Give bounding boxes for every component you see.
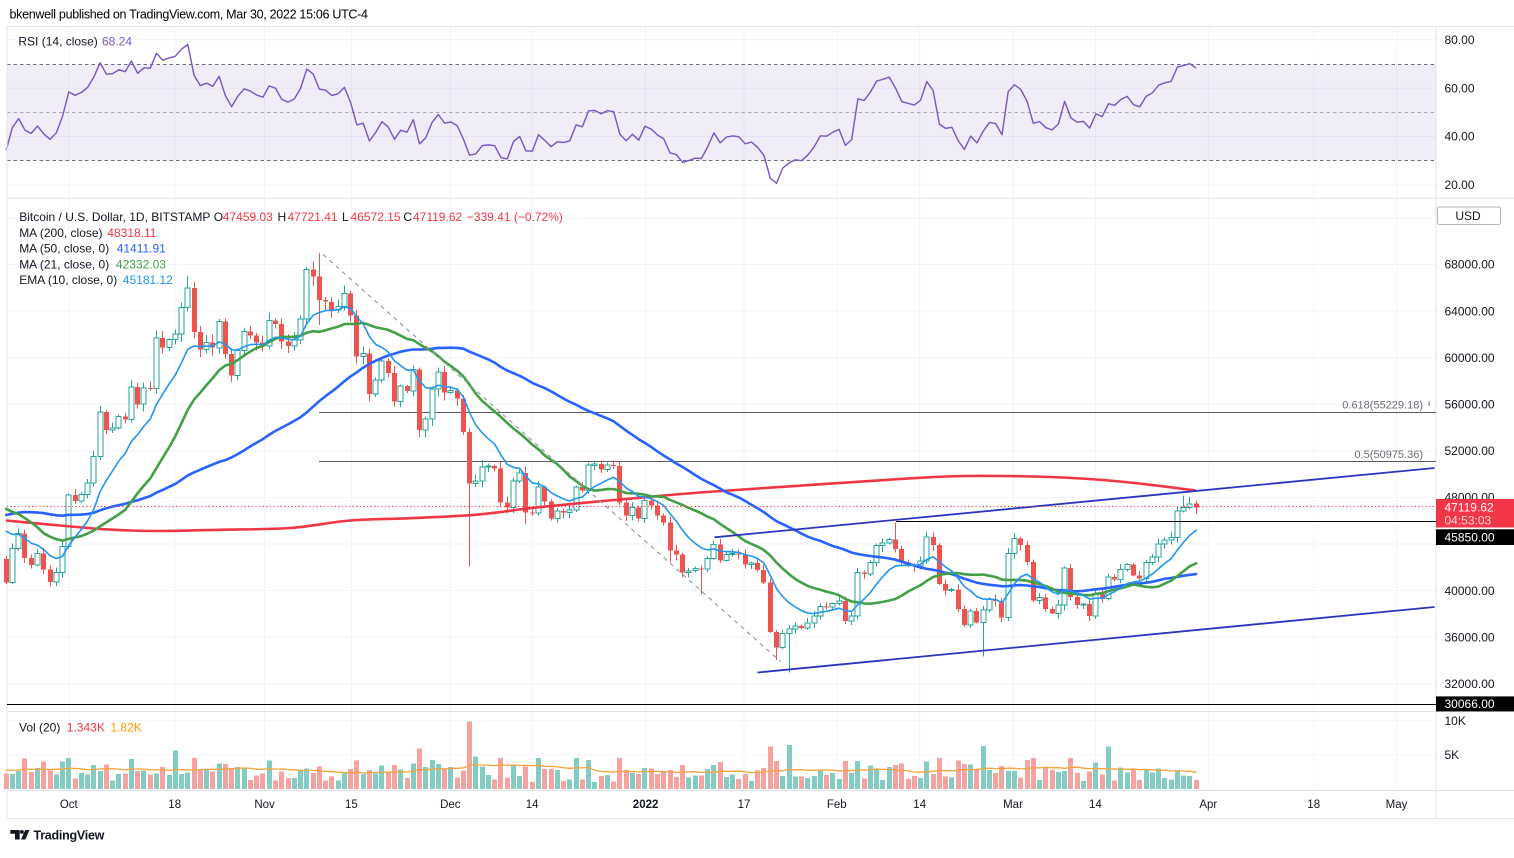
svg-text:Oct: Oct xyxy=(60,799,79,811)
svg-text:C: C xyxy=(403,210,412,224)
svg-text:47119.62: 47119.62 xyxy=(1445,501,1494,515)
svg-text:52000.00: 52000.00 xyxy=(1445,444,1495,458)
svg-text:Nov: Nov xyxy=(254,799,275,811)
svg-text:41411.91: 41411.91 xyxy=(117,242,166,256)
svg-text:20.00: 20.00 xyxy=(1445,178,1475,192)
svg-text:Bitcoin / U.S. Dollar, 1D, BIT: Bitcoin / U.S. Dollar, 1D, BITSTAMP xyxy=(19,210,210,224)
svg-text:40000.00: 40000.00 xyxy=(1445,584,1495,598)
svg-text:45850.00: 45850.00 xyxy=(1445,530,1495,544)
svg-text:18: 18 xyxy=(1307,799,1320,811)
svg-text:48318.11: 48318.11 xyxy=(107,226,156,240)
svg-text:O: O xyxy=(214,210,223,224)
svg-text:36000.00: 36000.00 xyxy=(1445,630,1495,644)
svg-text:47721.41: 47721.41 xyxy=(288,210,338,224)
svg-text:47459.03: 47459.03 xyxy=(223,210,273,224)
svg-text:May: May xyxy=(1386,799,1408,811)
svg-text:2022: 2022 xyxy=(633,799,659,811)
svg-text:14: 14 xyxy=(526,799,539,811)
svg-text:30066.00: 30066.00 xyxy=(1445,697,1495,711)
svg-text:60000.00: 60000.00 xyxy=(1445,351,1495,365)
svg-text:Mar: Mar xyxy=(1003,799,1023,811)
svg-text:RSI (14, close): RSI (14, close) xyxy=(18,35,97,49)
svg-text:68000.00: 68000.00 xyxy=(1445,258,1495,272)
svg-text:80.00: 80.00 xyxy=(1445,33,1475,47)
svg-text:MA (200, close): MA (200, close) xyxy=(19,226,102,240)
svg-text:L: L xyxy=(342,210,349,224)
svg-text:0.5(50975.36): 0.5(50975.36) xyxy=(1355,449,1424,461)
svg-text:bkenwell published on TradingV: bkenwell published on TradingView.com, M… xyxy=(10,8,369,22)
svg-text:32000.00: 32000.00 xyxy=(1445,677,1495,691)
svg-text:1.343K: 1.343K xyxy=(67,721,105,735)
svg-text:14: 14 xyxy=(1089,799,1102,811)
svg-text:56000.00: 56000.00 xyxy=(1445,397,1495,411)
svg-text:40.00: 40.00 xyxy=(1445,130,1475,144)
svg-text:H: H xyxy=(278,210,287,224)
svg-text:17: 17 xyxy=(738,799,751,811)
svg-text:Feb: Feb xyxy=(827,799,847,811)
svg-text:MA (21, close, 0): MA (21, close, 0) xyxy=(19,257,109,271)
svg-text:Dec: Dec xyxy=(440,799,461,811)
svg-text:15: 15 xyxy=(345,799,358,811)
svg-text:TradingView: TradingView xyxy=(34,829,105,843)
svg-text:14: 14 xyxy=(913,799,926,811)
svg-text:Vol (20): Vol (20) xyxy=(19,721,60,735)
svg-text:42332.03: 42332.03 xyxy=(116,257,166,271)
svg-text:USD: USD xyxy=(1455,209,1481,223)
svg-text:18: 18 xyxy=(168,799,181,811)
svg-text:−339.41 (−0.72%): −339.41 (−0.72%) xyxy=(467,210,563,224)
svg-text:64000.00: 64000.00 xyxy=(1445,304,1495,318)
svg-text:47119.62: 47119.62 xyxy=(413,210,462,224)
svg-text:04:53:03: 04:53:03 xyxy=(1445,514,1492,528)
svg-text:68.24: 68.24 xyxy=(102,35,132,49)
svg-text:EMA (10, close, 0): EMA (10, close, 0) xyxy=(19,273,117,287)
svg-text:Apr: Apr xyxy=(1199,799,1217,811)
svg-text:0.618(55229.18): 0.618(55229.18) xyxy=(1342,399,1423,411)
svg-text:10K: 10K xyxy=(1445,714,1466,728)
svg-text:46572.15: 46572.15 xyxy=(351,210,401,224)
svg-text:MA (50, close, 0): MA (50, close, 0) xyxy=(19,242,109,256)
svg-text:5K: 5K xyxy=(1445,748,1460,762)
svg-text:45181.12: 45181.12 xyxy=(123,273,173,287)
svg-text:1.82K: 1.82K xyxy=(110,721,141,735)
svg-text:60.00: 60.00 xyxy=(1445,81,1475,95)
